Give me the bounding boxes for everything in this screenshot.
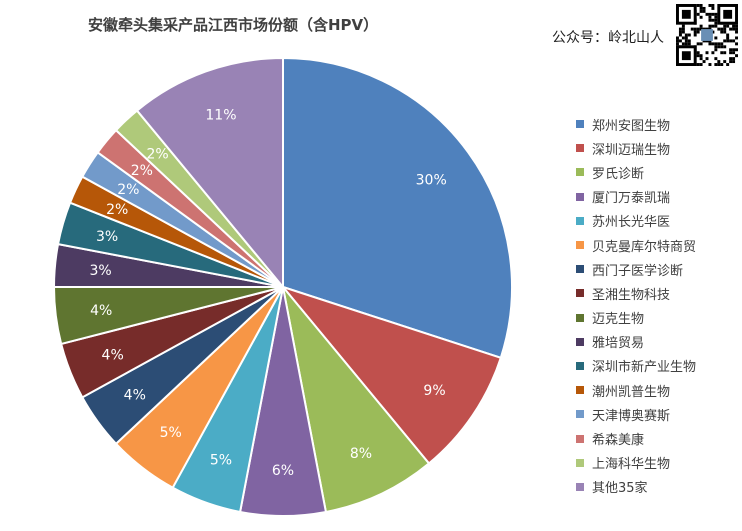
legend-swatch: [576, 313, 584, 322]
legend-item: 郑州安图生物: [576, 112, 696, 136]
pie-slice: [280, 284, 503, 465]
data-label: 5%: [160, 425, 182, 441]
data-label: 11%: [205, 108, 236, 124]
legend-item: 潮州凯普生物: [576, 378, 696, 402]
legend-label: 雅培贸易: [592, 336, 645, 352]
legend-swatch: [576, 386, 584, 395]
legend-item: 苏州长光华医: [576, 209, 696, 233]
qr-code-icon: [676, 4, 738, 66]
legend-item: 罗氏诊断: [576, 160, 696, 184]
legend-label: 潮州凯普生物: [592, 384, 671, 400]
legend-item: 希森美康: [576, 426, 696, 450]
legend-label: 郑州安图生物: [592, 118, 671, 134]
legend-swatch: [576, 361, 584, 370]
legend-label: 上海科华生物: [592, 457, 671, 473]
data-label: 2%: [131, 163, 153, 179]
legend-item: 圣湘生物科技: [576, 281, 696, 305]
legend-item: 贝克曼库尔特商贸: [576, 233, 696, 257]
data-label: 4%: [90, 303, 112, 319]
legend-swatch: [576, 337, 584, 346]
legend-label: 苏州长光华医: [592, 215, 671, 231]
legend-item: 天津博奥赛斯: [576, 402, 696, 426]
pie-slice: [135, 56, 284, 290]
data-label: 30%: [416, 172, 447, 188]
legend-swatch: [576, 144, 584, 153]
legend-swatch: [576, 241, 584, 250]
legend-swatch: [576, 482, 584, 491]
data-label: 4%: [124, 388, 146, 404]
legend-swatch: [576, 120, 584, 129]
legend-label: 天津博奥赛斯: [592, 408, 671, 424]
legend-label: 厦门万泰凯瑞: [592, 191, 671, 207]
legend-label: 迈克生物: [592, 312, 645, 328]
data-label: 3%: [96, 229, 118, 245]
legend-swatch: [576, 458, 584, 467]
legend-item: 上海科华生物: [576, 451, 696, 475]
legend-label: 圣湘生物科技: [592, 287, 671, 303]
legend-label: 罗氏诊断: [592, 166, 645, 182]
pie-slice: [282, 286, 431, 514]
data-label: 2%: [117, 182, 139, 198]
data-label: 2%: [146, 146, 168, 162]
legend-label: 深圳迈瑞生物: [592, 142, 671, 158]
legend-label: 贝克曼库尔特商贸: [592, 239, 697, 255]
data-label: 9%: [423, 383, 445, 399]
legend-swatch: [576, 168, 584, 177]
legend-item: 其他35家: [576, 475, 696, 499]
legend-label: 西门子医学诊断: [592, 263, 684, 279]
data-label: 2%: [106, 202, 128, 218]
legend-swatch: [576, 289, 584, 298]
legend-label: 深圳市新产业生物: [592, 360, 697, 376]
data-label: 6%: [272, 463, 294, 479]
data-label: 5%: [210, 452, 232, 468]
legend-item: 厦门万泰凯瑞: [576, 185, 696, 209]
legend-item: 雅培贸易: [576, 330, 696, 354]
legend-swatch: [576, 410, 584, 419]
data-label: 8%: [350, 446, 372, 462]
legend: 郑州安图生物 深圳迈瑞生物 罗氏诊断厦门万泰凯瑞 苏州长光华医贝克曼库尔特商贸 西门子医…: [576, 112, 696, 499]
credit-text: 公众号：岭北山人: [552, 30, 664, 46]
legend-swatch: [576, 434, 584, 443]
legend-label: 其他35家: [592, 481, 648, 497]
legend-swatch: [576, 192, 584, 201]
pie-slice: [282, 56, 513, 360]
chart-title: 安徽牵头集采产品江西市场份额（含HPV）: [88, 16, 379, 34]
legend-label: 希森美康: [592, 433, 645, 449]
data-label: 4%: [102, 347, 124, 363]
legend-item: 西门子医学诊断: [576, 257, 696, 281]
legend-swatch: [576, 216, 584, 225]
legend-item: 迈克生物: [576, 306, 696, 330]
data-label: 3%: [90, 263, 112, 279]
legend-item: 深圳市新产业生物: [576, 354, 696, 378]
legend-item: 深圳迈瑞生物: [576, 136, 696, 160]
legend-swatch: [576, 265, 584, 274]
